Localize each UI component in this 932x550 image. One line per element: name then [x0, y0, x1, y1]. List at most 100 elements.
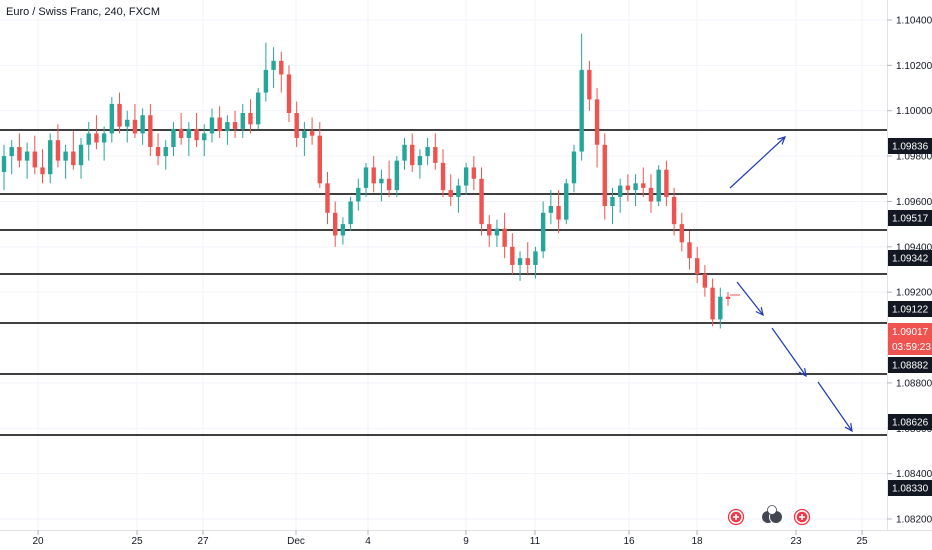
price-tag-bg: [888, 210, 932, 226]
candle: [148, 103, 153, 157]
candle: [94, 115, 99, 150]
candle: [101, 126, 107, 161]
candle: [594, 88, 600, 168]
candle-body: [24, 151, 30, 161]
time-tick-label: 18: [691, 536, 703, 547]
candle-body: [356, 187, 361, 202]
candle: [17, 133, 22, 168]
candle-body: [48, 140, 53, 175]
candle-body: [564, 183, 569, 220]
candle-body: [255, 92, 261, 125]
candle-body: [178, 128, 184, 138]
candle: [548, 190, 554, 225]
price-axis[interactable]: 1.10400 1.10200 1.10000 1.09800 1.09600 1.094…: [887, 16, 932, 526]
candle-body: [379, 178, 384, 184]
candle-body: [587, 69, 592, 100]
candle: [302, 122, 307, 157]
time-axis[interactable]: 20 25 27 Dec 4 9 11 16 18 23 25: [32, 530, 868, 547]
event-group-icon[interactable]: [761, 505, 783, 524]
marker-plus-v: [801, 514, 803, 520]
chart-title: Euro / Swiss Franc, 240, FXCM: [6, 6, 160, 18]
candle: [440, 149, 446, 197]
candle-body: [448, 190, 453, 197]
candle-body: [1, 156, 7, 172]
candle: [433, 133, 438, 170]
time-tick-label: 25: [131, 536, 143, 547]
candle-body: [510, 246, 515, 265]
candle-body: [679, 224, 684, 243]
price-tick-label: 1.09600: [896, 197, 932, 208]
candle: [525, 242, 530, 275]
candle-body: [725, 296, 731, 299]
arrow-shaft: [736, 281, 764, 316]
candle: [356, 178, 361, 211]
candle: [348, 196, 353, 231]
event-marker-icon[interactable]: [793, 508, 811, 526]
candle: [679, 212, 684, 252]
candle-body: [240, 112, 245, 129]
candle-body: [325, 183, 330, 213]
candle-body: [617, 185, 623, 197]
candle: [178, 112, 184, 145]
candle: [363, 162, 369, 197]
price-tick-label: 1.10400: [896, 16, 932, 27]
candle: [533, 246, 538, 279]
candle: [463, 162, 469, 195]
candle-body: [533, 251, 538, 265]
candle-body: [371, 167, 376, 184]
candle-body: [271, 60, 276, 70]
candle-body: [40, 167, 45, 175]
marker-plus-v: [735, 514, 737, 520]
candle: [86, 122, 91, 161]
candle: [186, 122, 192, 157]
candle-body: [9, 147, 14, 157]
candle-body: [232, 122, 238, 129]
candle-body: [186, 128, 192, 138]
candle: [263, 42, 269, 102]
candle: [602, 133, 607, 220]
candle-body: [594, 99, 600, 145]
candle: [171, 122, 176, 157]
candle: [24, 142, 30, 179]
candle: [271, 47, 276, 89]
candle-body: [202, 133, 207, 141]
candle-body: [17, 147, 22, 161]
candle-body: [332, 212, 338, 236]
candle: [564, 178, 569, 225]
price-tag-bg: [888, 480, 932, 496]
candle-body: [363, 167, 369, 188]
candle-body: [648, 187, 654, 202]
price-tick-label: 1.09400: [896, 242, 932, 253]
candle: [633, 174, 638, 206]
candle: [410, 133, 415, 172]
candle-body: [664, 169, 669, 197]
candle-body: [710, 287, 715, 320]
candle: [109, 97, 115, 143]
candle: [40, 149, 45, 184]
candle: [225, 115, 230, 145]
event-markers[interactable]: [727, 505, 811, 526]
price-tag-bg: [888, 250, 932, 266]
candle-body: [425, 147, 430, 157]
arrow-shaft: [817, 381, 853, 432]
candle: [48, 133, 53, 184]
candle: [540, 201, 546, 259]
arrow-shaft: [729, 136, 786, 189]
price-tag-label: 1.09836: [892, 142, 929, 153]
arrow-head: [798, 368, 807, 378]
price-tag-label: 1.09342: [892, 254, 929, 265]
candle-body: [32, 151, 38, 168]
candle-body: [294, 112, 299, 138]
event-marker-icon[interactable]: [727, 508, 745, 526]
candles: [1, 33, 740, 329]
candle-body: [671, 196, 677, 225]
price-tag-bg: [888, 138, 932, 154]
price-tag-label: 1.08626: [892, 418, 929, 429]
trend-arrow: [729, 136, 787, 189]
candle-body: [309, 131, 315, 136]
arrow-shaft: [771, 327, 807, 377]
time-tick-label: 9: [463, 536, 469, 547]
candle: [394, 156, 400, 197]
candle: [217, 106, 222, 138]
